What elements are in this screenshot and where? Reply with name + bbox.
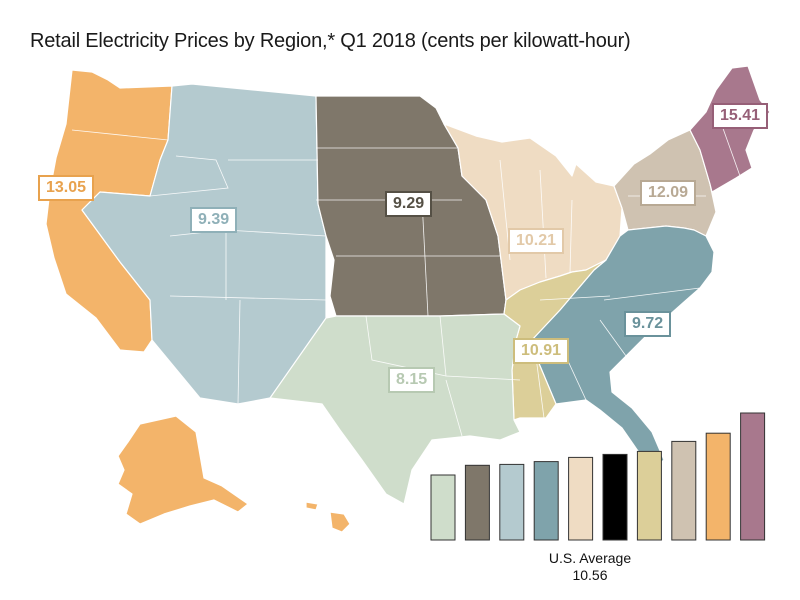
region-value-new-england: 15.41 <box>712 103 769 129</box>
legend-bar <box>499 463 525 541</box>
us-average-caption: U.S. Average 10.56 <box>540 550 640 584</box>
region-value-pacific: 13.05 <box>38 175 95 201</box>
region-value-mountain: 9.39 <box>190 207 238 233</box>
legend-bar <box>636 450 662 541</box>
map-title: Retail Electricity Prices by Region,* Q1… <box>30 30 631 52</box>
region-value-east-south-central: 10.91 <box>513 338 570 364</box>
region-pacific-hawaii-small <box>305 501 319 511</box>
region-pacific-hawaii <box>329 511 351 533</box>
region-value-west-south-central: 8.15 <box>388 367 436 393</box>
region-new-england <box>689 65 771 193</box>
region-value-middle-atlantic: 12.09 <box>640 180 697 206</box>
region-value-south-atlantic: 9.72 <box>624 311 672 337</box>
legend-bar <box>568 456 594 541</box>
legend-bar <box>464 464 490 541</box>
legend-bar <box>671 440 697 541</box>
region-west-south-central <box>269 313 521 505</box>
region-pacific-alaska <box>117 415 249 525</box>
region-value-west-north-central: 9.29 <box>385 191 433 217</box>
legend-bar-chart <box>430 412 766 541</box>
region-value-east-north-central: 10.21 <box>508 228 565 254</box>
us-average-label: U.S. Average <box>548 550 632 566</box>
legend-bar <box>602 453 628 541</box>
us-average-value: 10.56 <box>572 567 608 583</box>
legend-bar <box>430 474 456 541</box>
legend-bar <box>705 432 731 541</box>
legend-bar <box>740 412 766 541</box>
legend-bar <box>533 461 559 541</box>
